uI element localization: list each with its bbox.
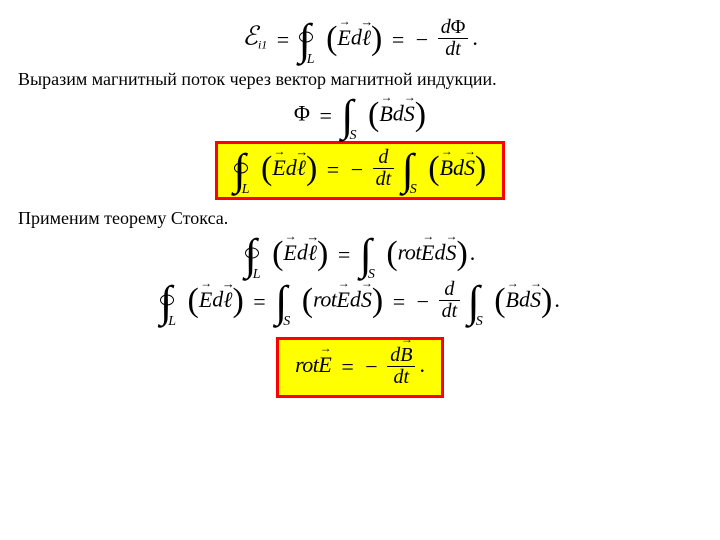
integral-sub-L: L [307,53,315,67]
rparen: ) [415,103,426,127]
integral-S: ∫ S [468,284,487,319]
equals: = [320,105,332,127]
equals: = [277,29,289,51]
eq5-content: ∫ L (→Ed→ℓ) = ∫ S (rot→Ed→S) = − d dt ∫ … [160,280,560,323]
denominator: dt [442,39,464,60]
frac-d-dt: d dt [439,279,461,322]
frac-dB-dt: d→B dt [387,343,415,388]
frac-dPhi-dt: dΦ dt [438,17,469,60]
rot: rot [295,352,318,377]
text-line-2: Применим теорему Стокса. [18,208,702,229]
closed-integral-L: ∫ L [299,22,319,57]
lparen: ( [368,103,379,127]
text-line-1: Выразим магнитный поток через вектор маг… [18,69,702,90]
minus: − [416,29,428,51]
equation-2: Φ = ∫ S (→Bd→S) [18,98,702,133]
symbol-eps: ℰ [242,22,258,51]
integral-sub-S: S [349,129,356,143]
rparen: ) [371,27,382,51]
equals: = [392,29,404,51]
integral-S: ∫ S [275,284,294,319]
rot: rot [398,240,421,265]
eq1-content: ℰi1 = ∫ L (→Ed→ℓ) = − dΦ dt . [242,18,478,61]
sym-d: d [393,101,404,126]
eq2-content: Φ = ∫ S (→Bd→S) [294,98,426,133]
eps-subscript: i1 [258,38,267,52]
closed-integral-L: ∫ L [160,284,180,319]
equation-5: ∫ L (→Ed→ℓ) = ∫ S (rot→Ed→S) = − d dt ∫ … [18,280,702,323]
vec-S: →S [404,101,415,125]
closed-integral-L: ∫ L [245,237,265,272]
slide-root: ℰi1 = ∫ L (→Ed→ℓ) = − dΦ dt . Выразим ма… [0,0,720,540]
equation-1: ℰi1 = ∫ L (→Ed→ℓ) = − dΦ dt . [18,18,702,61]
vec-ell: →ℓ [362,25,371,49]
integral-S: ∫ S [341,98,360,133]
vec-B: →B [379,101,392,125]
eq4-content: ∫ L (→Ed→ℓ) = ∫ S (rot→Ed→S). [245,237,476,272]
equation-3-row: ∫ L (→Ed→ℓ) = − d dt ∫ S (→Bd→S) [18,141,702,200]
equation-4: ∫ L (→Ed→ℓ) = ∫ S (rot→Ed→S). [18,237,702,272]
eq3-content: ∫ L (→Ed→ℓ) = − d dt ∫ S (→Bd→S) [234,155,487,180]
frac-d-dt: d dt [373,147,395,190]
highlight-box-1: ∫ L (→Ed→ℓ) = − d dt ∫ S (→Bd→S) [215,141,506,200]
integral-S: ∫ S [402,152,421,187]
lparen: ( [326,27,337,51]
symbol-Phi: Φ [294,101,310,126]
highlight-box-2: rot→E = − d→B dt . [276,337,444,398]
closed-integral-L: ∫ L [234,152,254,187]
integral-ring [299,32,313,43]
vec-E: →E [337,25,350,49]
integral-S: ∫ S [360,237,379,272]
equation-6-row: rot→E = − d→B dt . [18,337,702,398]
numerator: dΦ [438,17,469,38]
period: . [472,25,478,50]
eq6-content: rot→E = − d→B dt . [295,352,425,377]
